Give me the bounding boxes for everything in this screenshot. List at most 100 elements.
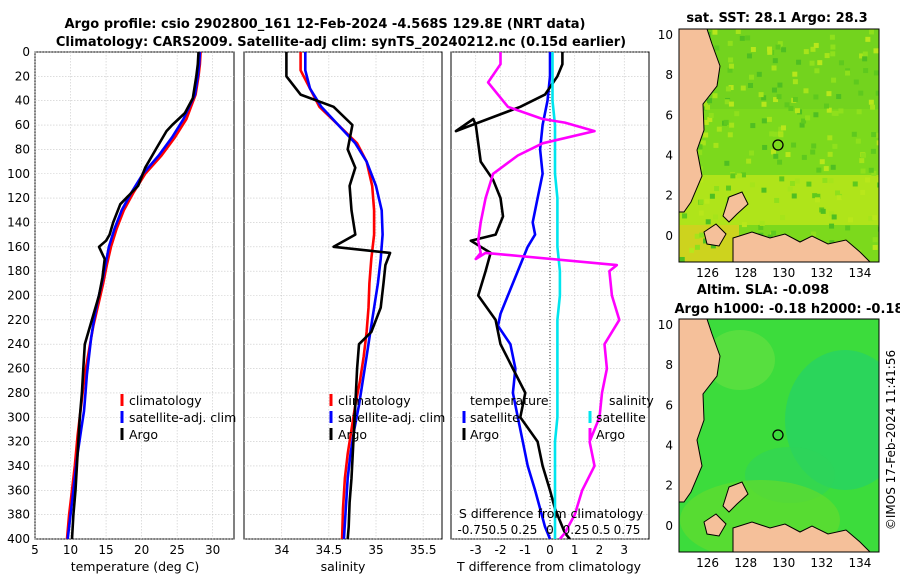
sst-pixel bbox=[714, 45, 720, 51]
map-x-tick-label: 128 bbox=[734, 266, 757, 280]
x-tick-label: 20 bbox=[134, 543, 149, 557]
sst-pixel bbox=[801, 154, 807, 160]
y-tick-label: 120 bbox=[7, 191, 30, 205]
sst-pixel bbox=[792, 79, 798, 85]
sst-pixel bbox=[697, 150, 703, 156]
sst-pixel bbox=[702, 101, 708, 107]
sst-pixel bbox=[875, 90, 879, 96]
map-y-tick-label: 4 bbox=[665, 149, 673, 163]
sst-pixel bbox=[791, 193, 797, 199]
sst-pixel bbox=[758, 224, 764, 230]
sst-pixel bbox=[746, 158, 752, 164]
sst-pixel bbox=[860, 189, 866, 195]
legend-label: satellite-adj. clim bbox=[338, 410, 445, 425]
map-x-tick-label: 132 bbox=[810, 266, 833, 280]
sst-pixel bbox=[814, 197, 820, 203]
sst-pixel bbox=[806, 181, 812, 187]
sst-pixel bbox=[794, 108, 800, 114]
sst-pixel bbox=[781, 47, 787, 53]
map-x-tick-label: 130 bbox=[772, 266, 795, 280]
map-y-tick-label: 0 bbox=[665, 229, 673, 243]
sst-pixel bbox=[794, 178, 800, 184]
sst-pixel bbox=[845, 70, 851, 76]
land-island bbox=[722, 481, 749, 513]
sst-pixel bbox=[778, 126, 784, 132]
sst-pixel bbox=[827, 135, 833, 141]
sst-pixel bbox=[792, 71, 798, 77]
sst-pixel bbox=[853, 79, 859, 85]
sst-pixel bbox=[877, 182, 879, 188]
sla-map bbox=[679, 319, 879, 552]
sst-pixel bbox=[811, 143, 817, 149]
sst-pixel bbox=[830, 44, 836, 50]
sst-pixel bbox=[713, 214, 719, 220]
sst-pixel bbox=[726, 185, 732, 191]
sst-pixel bbox=[791, 142, 797, 148]
sst-pixel bbox=[728, 57, 734, 63]
salinity-series bbox=[285, 52, 392, 539]
x-tick-label: 35.5 bbox=[410, 543, 437, 557]
sst-pixel bbox=[728, 85, 734, 91]
sst-pixel bbox=[836, 195, 842, 201]
sst-pixel bbox=[824, 53, 830, 59]
sst-pixel bbox=[785, 152, 791, 158]
sst-pixel bbox=[729, 122, 735, 128]
series-s-satellite bbox=[551, 52, 562, 539]
sst-pixel bbox=[761, 101, 767, 107]
sst-pixel bbox=[813, 94, 819, 100]
x-tick-label: 35 bbox=[368, 543, 383, 557]
land-philippines bbox=[679, 319, 721, 503]
sst-pixel bbox=[862, 51, 868, 57]
sst-pixel bbox=[739, 35, 745, 41]
sst-pixel bbox=[816, 167, 822, 173]
series-s-argo bbox=[474, 52, 621, 539]
sla-map-frame bbox=[678, 318, 880, 553]
sst-pixel bbox=[831, 77, 837, 83]
sst-pixel bbox=[809, 60, 815, 66]
sst-pixel bbox=[815, 193, 821, 199]
legend-label: climatology bbox=[338, 393, 411, 408]
sst-pixel bbox=[716, 126, 722, 132]
land-halmahera bbox=[703, 513, 727, 537]
difference-legend: temperature salinity satellite Argo sate… bbox=[462, 393, 654, 442]
sst-pixel bbox=[870, 148, 876, 154]
sst-pixel bbox=[813, 112, 819, 118]
sst-pixel bbox=[767, 234, 773, 240]
argo-location-marker bbox=[772, 429, 784, 441]
sst-pixel bbox=[701, 105, 707, 111]
legend-label: satellite-adj. clim bbox=[129, 410, 236, 425]
sst-pixel bbox=[780, 215, 786, 221]
difference-xlabel-top: S difference from climatology bbox=[459, 506, 644, 521]
difference-xlabel: T difference from climatology bbox=[456, 559, 642, 574]
sst-pixel bbox=[838, 108, 844, 114]
sst-pixel bbox=[835, 190, 841, 196]
sst-pixel bbox=[831, 110, 837, 116]
x-tick-label: 34.5 bbox=[315, 543, 342, 557]
sst-pixel bbox=[829, 211, 835, 217]
argo-location-marker bbox=[772, 139, 784, 151]
sst-pixel bbox=[725, 86, 731, 92]
sst-map-frame bbox=[678, 28, 880, 263]
map-y-tick-label: 0 bbox=[665, 519, 673, 533]
sst-pixel bbox=[819, 159, 825, 165]
sst-pixel bbox=[820, 208, 826, 214]
sst-pixel bbox=[871, 132, 877, 138]
map-y-tick-label: 8 bbox=[665, 358, 673, 372]
grid-lines bbox=[34, 51, 649, 540]
map-x-tick-label: 128 bbox=[734, 556, 757, 570]
sst-map bbox=[679, 29, 879, 262]
sst-pixel bbox=[708, 112, 714, 118]
sst-pixel bbox=[713, 142, 719, 148]
sst-pixel bbox=[724, 160, 730, 166]
legend-title-temperature: temperature bbox=[470, 393, 549, 408]
sst-pixel bbox=[779, 176, 785, 182]
map-y-tick-label: 6 bbox=[665, 398, 673, 412]
salinity-legend: climatology satellite-adj. clim Argo bbox=[329, 393, 445, 442]
sst-pixel bbox=[799, 122, 805, 128]
y-tick-label: 380 bbox=[7, 508, 30, 522]
sst-pixel bbox=[873, 70, 879, 76]
y-tick-label: 320 bbox=[7, 435, 30, 449]
y-tick-label: 80 bbox=[15, 142, 30, 156]
x-tick-label: -3 bbox=[470, 543, 482, 557]
sst-pixel bbox=[707, 98, 713, 104]
